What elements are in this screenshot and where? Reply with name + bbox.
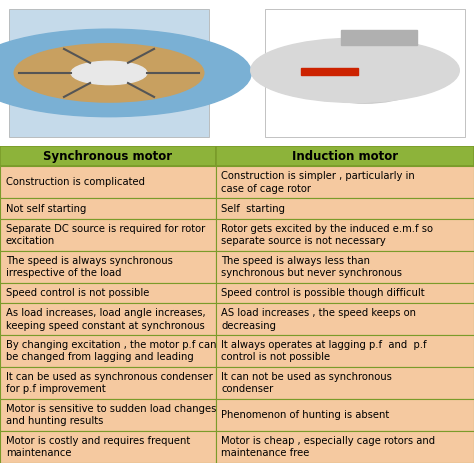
Text: Induction motor: Induction motor	[292, 150, 398, 163]
Text: AS load increases , the speed keeps on
decreasing: AS load increases , the speed keeps on d…	[221, 308, 416, 331]
Text: Speed control is not possible: Speed control is not possible	[6, 288, 149, 298]
Bar	[0, 303, 216, 335]
Text: As load increases, load angle increases,
keeping speed constant at synchronous: As load increases, load angle increases,…	[6, 308, 205, 331]
Bar	[0, 283, 216, 303]
Text: The speed is always less than
synchronous but never synchronous: The speed is always less than synchronou…	[221, 256, 402, 278]
Text: Self  starting: Self starting	[221, 204, 285, 213]
Bar	[265, 9, 465, 137]
Text: Separate DC source is required for rotor
excitation: Separate DC source is required for rotor…	[6, 224, 205, 246]
Bar	[341, 30, 417, 45]
Text: It can not be used as synchronous
condenser: It can not be used as synchronous conden…	[221, 372, 392, 394]
Text: Motor is cheap , especially cage rotors and
maintenance free: Motor is cheap , especially cage rotors …	[221, 436, 436, 458]
Bar	[216, 399, 474, 431]
Bar	[216, 146, 474, 166]
Bar	[0, 431, 216, 463]
Text: Not self starting: Not self starting	[6, 204, 86, 213]
Bar	[0, 146, 216, 166]
Circle shape	[71, 61, 147, 85]
Bar	[301, 68, 358, 75]
Ellipse shape	[294, 38, 436, 103]
Bar	[0, 399, 216, 431]
Text: Motor is sensitive to sudden load changes
and hunting results: Motor is sensitive to sudden load change…	[6, 404, 216, 426]
Text: It can be used as synchronous condenser
for p.f improvement: It can be used as synchronous condenser …	[6, 372, 212, 394]
Bar	[216, 219, 474, 251]
Circle shape	[251, 38, 459, 102]
Circle shape	[14, 44, 204, 102]
Text: It always operates at lagging p.f  and  p.f
control is not possible: It always operates at lagging p.f and p.…	[221, 340, 427, 363]
Bar	[0, 166, 216, 198]
Text: The speed is always synchronous
irrespective of the load: The speed is always synchronous irrespec…	[6, 256, 173, 278]
Bar	[0, 219, 216, 251]
Bar	[216, 367, 474, 399]
Text: Construction is simpler , particularly in
case of cage rotor: Construction is simpler , particularly i…	[221, 171, 415, 194]
Bar	[216, 283, 474, 303]
Text: Speed control is possible though difficult: Speed control is possible though difficu…	[221, 288, 425, 298]
Text: Phenomenon of hunting is absent: Phenomenon of hunting is absent	[221, 410, 390, 420]
Bar	[216, 303, 474, 335]
Bar	[9, 9, 209, 137]
Text: Motor is costly and requires frequent
maintenance: Motor is costly and requires frequent ma…	[6, 436, 190, 458]
Bar	[0, 251, 216, 283]
Bar	[0, 198, 216, 219]
Bar	[216, 335, 474, 367]
Circle shape	[0, 29, 251, 117]
Text: Synchronous motor: Synchronous motor	[43, 150, 173, 163]
Text: Rotor gets excited by the induced e.m.f so
separate source is not necessary: Rotor gets excited by the induced e.m.f …	[221, 224, 433, 246]
Bar	[216, 198, 474, 219]
Bar	[216, 251, 474, 283]
Bar	[216, 431, 474, 463]
Bar	[216, 166, 474, 198]
Bar	[0, 367, 216, 399]
Text: By changing excitation , the motor p.f can
be changed from lagging and leading: By changing excitation , the motor p.f c…	[6, 340, 216, 363]
Text: Construction is complicated: Construction is complicated	[6, 177, 145, 188]
Bar	[0, 335, 216, 367]
